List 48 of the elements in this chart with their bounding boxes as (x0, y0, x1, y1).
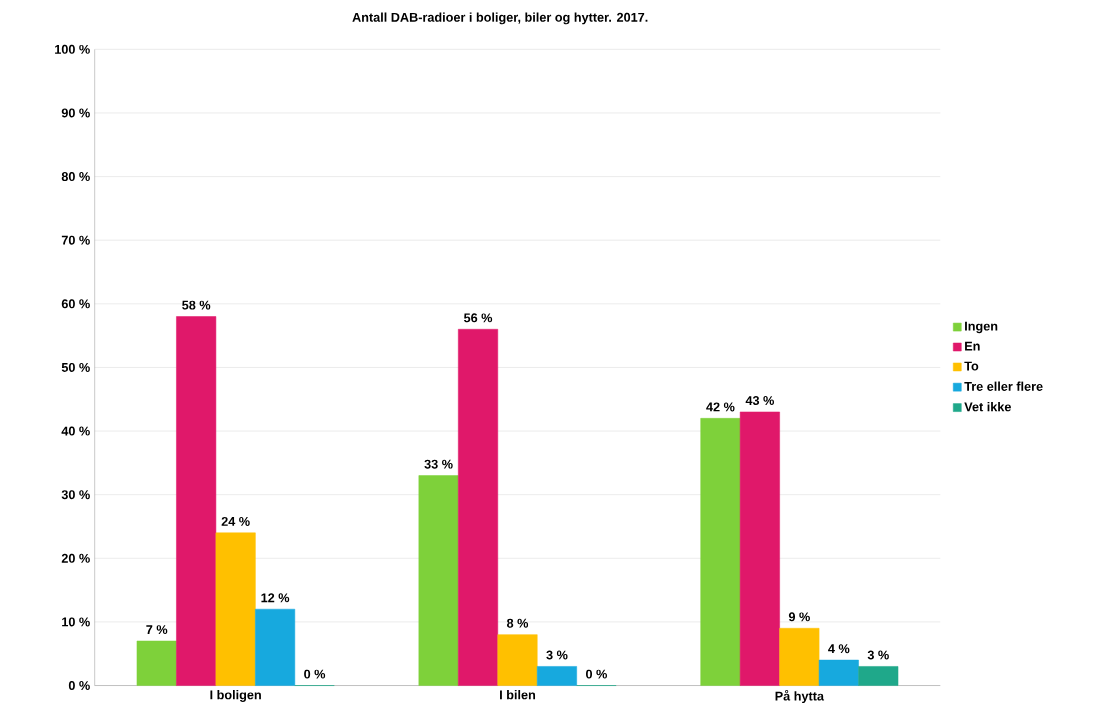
y-tick-label: 70 % (61, 235, 90, 245)
data-label: 24 % (221, 517, 250, 527)
y-tick-label: 100 % (55, 45, 90, 55)
x-tick-label: I boligen (210, 690, 261, 703)
y-tick-label: 80 % (61, 172, 90, 182)
x-tick-label: I bilen (500, 690, 536, 700)
data-label: 0 % (304, 669, 326, 679)
bar (215, 532, 256, 687)
bar (255, 609, 296, 687)
bar (497, 634, 538, 687)
bar (176, 316, 217, 687)
y-tick-label: 20 % (61, 554, 90, 563)
bar (536, 666, 577, 687)
bar (739, 411, 780, 687)
y-tick-label: 30 % (61, 490, 90, 500)
data-label: 43 % (745, 396, 774, 406)
data-label: 8 % (506, 618, 529, 628)
chart-title: Antall DAB-radioer i boliger, biler og hytter. 2017. (352, 12, 648, 25)
legend-label: Vet ikke (964, 402, 1011, 412)
data-label: 4 % (828, 644, 850, 654)
data-label: 7 % (146, 625, 168, 635)
y-tick-label: 60 % (61, 299, 90, 309)
legend-label: Ingen (965, 321, 998, 334)
y-tick-label: 10 % (62, 617, 90, 627)
bar (858, 666, 899, 687)
data-label: 3 % (546, 650, 568, 660)
y-tick-label: 90 % (61, 108, 90, 118)
data-label: 9 % (788, 612, 810, 622)
legend-label: En (965, 341, 980, 351)
bar (779, 628, 820, 687)
y-tick-label: 40 % (61, 426, 90, 436)
data-label: 3 % (867, 650, 889, 660)
bar (136, 640, 177, 687)
bar (818, 660, 859, 687)
bar (458, 329, 499, 687)
data-label: 0 % (586, 669, 607, 679)
y-tick-label: 0 % (68, 681, 90, 691)
legend-label: Tre eller flere (964, 381, 1043, 392)
bar (418, 475, 459, 687)
data-label: 58 % (182, 300, 211, 310)
data-label: 42 % (706, 402, 735, 412)
data-label: 33 % (424, 459, 453, 469)
data-label: 56 % (463, 313, 493, 323)
x-tick-label: På hytta (775, 690, 825, 704)
y-tick-label: 50 % (61, 363, 90, 373)
bar (700, 418, 741, 687)
data-label: 12 % (261, 593, 290, 603)
legend-label: To (964, 361, 979, 371)
